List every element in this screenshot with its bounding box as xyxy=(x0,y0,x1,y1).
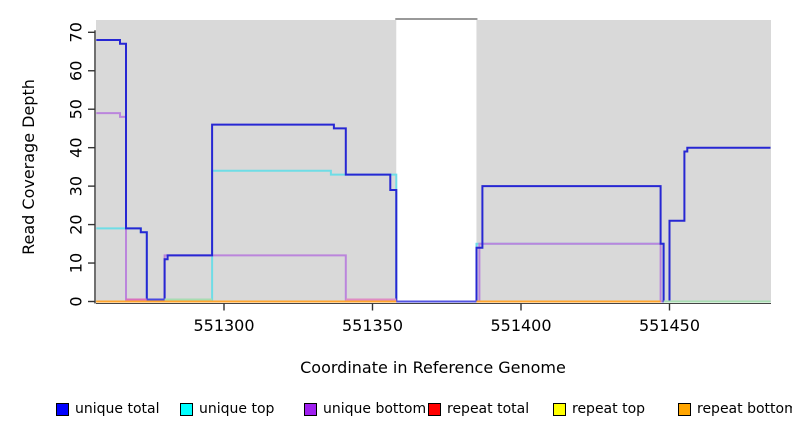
y-tick-label: 70 xyxy=(67,22,86,42)
y-tick-label: 0 xyxy=(67,296,86,306)
x-tick-label: 551400 xyxy=(490,316,551,335)
y-tick-label: 60 xyxy=(67,61,86,81)
x-tick-label: 551450 xyxy=(639,316,700,335)
y-tick-label: 40 xyxy=(67,137,86,157)
y-tick-label: 10 xyxy=(67,253,86,273)
x-axis-title: Coordinate in Reference Genome xyxy=(300,358,566,377)
series-unique-bottom xyxy=(96,112,771,303)
x-tick-label: 551350 xyxy=(342,316,403,335)
y-axis-title: Read Coverage Depth xyxy=(19,79,38,255)
x-tick-label: 551300 xyxy=(193,316,254,335)
y-tick-label: 20 xyxy=(67,214,86,234)
y-tick-label: 50 xyxy=(67,99,86,119)
y-tick-label: 30 xyxy=(67,176,86,196)
masked-region xyxy=(396,19,477,303)
